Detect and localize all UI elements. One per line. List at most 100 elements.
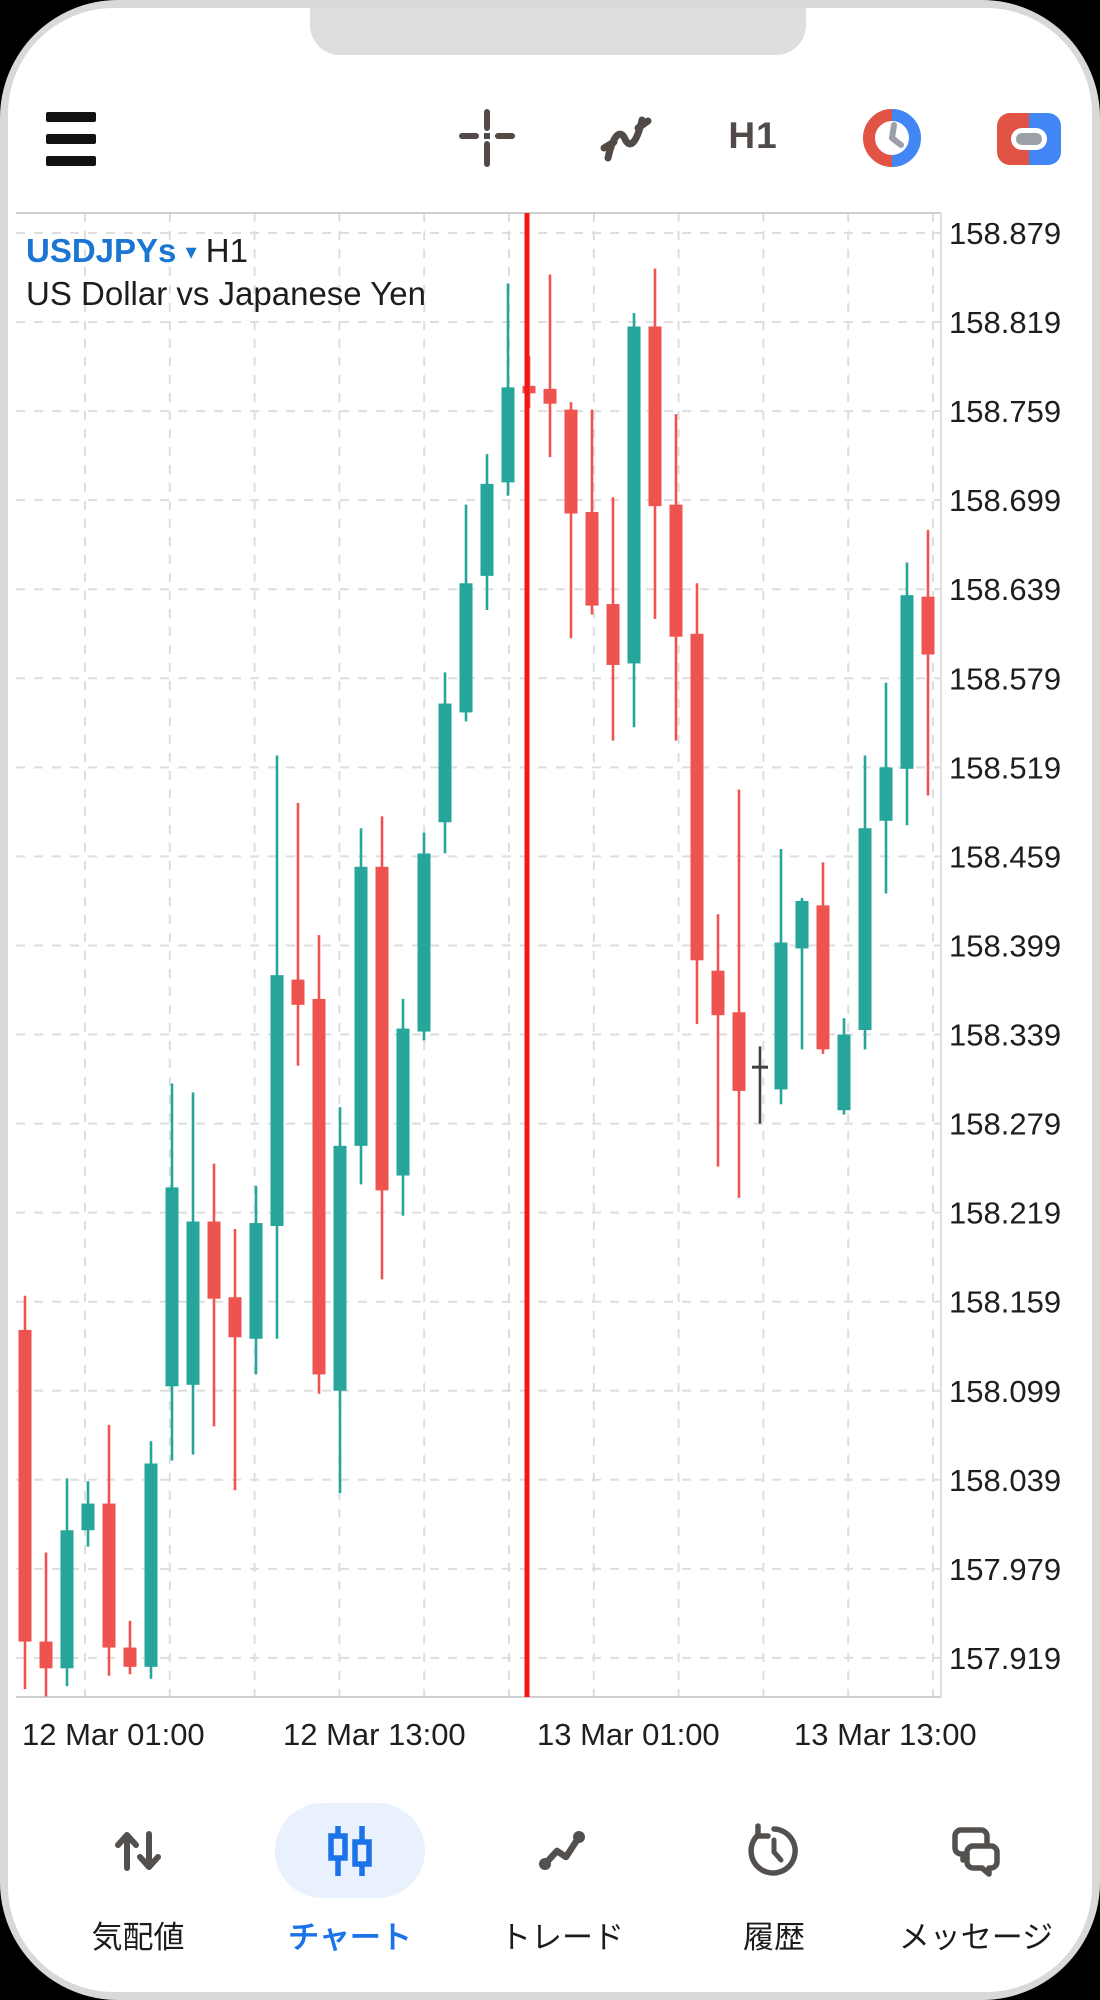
price-axis-label: 158.579 [949, 661, 1061, 696]
candle [123, 1647, 137, 1667]
crosshair-button[interactable] [458, 108, 516, 168]
price-axis-label: 157.979 [949, 1552, 1061, 1587]
candle [312, 998, 326, 1375]
price-axis-label: 158.219 [949, 1196, 1061, 1231]
candle [438, 703, 452, 823]
candle [39, 1641, 53, 1669]
session-clock-icon [863, 109, 921, 167]
candle [459, 583, 473, 713]
crosshair-icon [459, 109, 515, 167]
phone-notch [310, 8, 806, 55]
candle [648, 326, 662, 507]
candle [249, 1223, 263, 1339]
trade-line-icon [539, 1830, 585, 1870]
candle [921, 596, 935, 655]
nav-label-messages: メッセージ [898, 1920, 1054, 1955]
symbol-name[interactable]: USDJPYs [26, 232, 177, 269]
candle [375, 866, 389, 1191]
symbol-header[interactable]: USDJPYs ▾ H1 US Dollar vs Japanese Yen [26, 230, 426, 315]
candle [165, 1187, 179, 1387]
buy-sell-toggle-icon [997, 113, 1061, 165]
price-axis-label: 158.279 [949, 1107, 1061, 1142]
price-axis-label: 158.099 [949, 1374, 1061, 1409]
candle [417, 853, 431, 1032]
price-axis-label: 158.699 [949, 483, 1061, 518]
timeframe-label: H1 [728, 115, 778, 156]
candle [858, 828, 872, 1031]
candle [711, 970, 725, 1016]
menu-button[interactable] [38, 112, 104, 166]
candle [606, 604, 620, 665]
nav-item-history[interactable]: 履歴 [668, 1778, 880, 1988]
candle [291, 979, 305, 1005]
candle [543, 388, 557, 404]
candle [501, 387, 515, 483]
nav-item-quotes[interactable]: 気配値 [32, 1778, 244, 1988]
indicators-button[interactable] [594, 106, 656, 168]
price-axis-label: 158.819 [949, 305, 1061, 340]
nav-item-messages[interactable]: メッセージ [870, 1778, 1082, 1988]
candle [585, 512, 599, 606]
time-axis-label: 12 Mar 01:00 [22, 1717, 205, 1752]
candle [837, 1034, 851, 1111]
one-click-trading-button[interactable] [996, 112, 1062, 166]
candle [627, 326, 641, 664]
price-axis-label: 158.459 [949, 839, 1061, 874]
candle [207, 1221, 221, 1299]
nav-label-trade: トレード [500, 1920, 624, 1955]
candle [732, 1012, 746, 1091]
price-axis-label: 158.039 [949, 1463, 1061, 1498]
timeframe-button[interactable]: H1 [708, 108, 798, 164]
candle-doji-body [752, 1065, 768, 1069]
symbol-dropdown-icon[interactable]: ▾ [185, 239, 197, 264]
price-axis-label: 158.759 [949, 394, 1061, 429]
nav-item-chart[interactable]: チャート [244, 1778, 456, 1988]
price-axis-label: 157.919 [949, 1641, 1061, 1676]
candle [690, 633, 704, 961]
time-axis-label: 13 Mar 01:00 [537, 1717, 720, 1752]
candle [333, 1145, 347, 1391]
candle [669, 504, 683, 637]
price-axis-label: 158.159 [949, 1285, 1061, 1320]
nav-label-quotes: 気配値 [91, 1920, 185, 1955]
candle [795, 900, 809, 949]
candle [816, 905, 830, 1050]
app-screen: 158.879 158.819 158.759 158.699 158.639 158.5… [8, 8, 1092, 1992]
candle [102, 1503, 116, 1648]
candle [564, 409, 578, 514]
price-axis-label: 158.399 [949, 928, 1061, 963]
symbol-timeframe: H1 [205, 232, 248, 269]
candle [18, 1329, 32, 1642]
candlestick-chart-icon [328, 1825, 372, 1876]
candle [60, 1530, 74, 1669]
candle [81, 1503, 95, 1531]
nav-label-history: 履歴 [743, 1920, 805, 1955]
candle [396, 1028, 410, 1176]
market-hours-button[interactable] [862, 108, 922, 168]
price-axis-label: 158.639 [949, 572, 1061, 607]
candle [270, 975, 284, 1226]
messages-bubbles-icon [952, 1826, 1000, 1877]
hamburger-icon [46, 112, 96, 122]
indicator-function-icon [600, 116, 652, 162]
time-axis-label: 12 Mar 13:00 [283, 1717, 466, 1752]
candle [774, 942, 788, 1090]
time-axis-label: 13 Mar 13:00 [794, 1717, 977, 1752]
candle [228, 1297, 242, 1338]
price-axis-label: 158.339 [949, 1018, 1061, 1053]
candle [879, 767, 893, 821]
candle [900, 595, 914, 769]
candle [186, 1221, 200, 1385]
chart-canvas[interactable]: 158.879 158.819 158.759 158.699 158.639 158.5… [8, 8, 1092, 1992]
candle [354, 866, 368, 1146]
candle [144, 1463, 158, 1667]
candle [480, 483, 494, 576]
symbol-description: US Dollar vs Japanese Yen [26, 275, 426, 312]
quotes-arrows-icon [115, 1830, 161, 1871]
price-axis-label: 158.879 [949, 216, 1061, 251]
nav-label-chart: チャート [288, 1920, 412, 1955]
price-axis-label: 158.519 [949, 750, 1061, 785]
nav-item-trade[interactable]: トレード [456, 1778, 668, 1988]
history-clock-icon [748, 1822, 798, 1876]
